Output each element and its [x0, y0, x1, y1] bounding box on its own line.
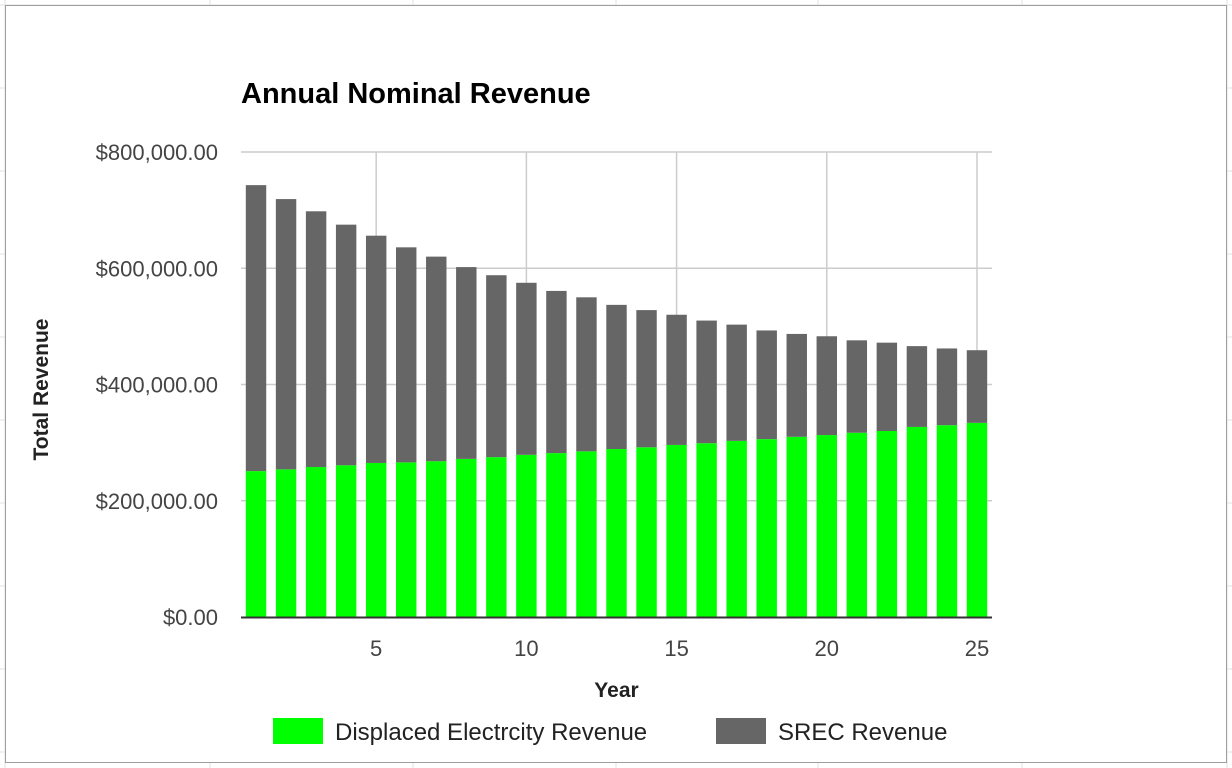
y-tick-label: $800,000.00 — [96, 140, 218, 165]
bar-displaced-electricity — [696, 443, 717, 617]
bar-srec — [396, 247, 417, 463]
x-tick-label: 20 — [815, 636, 839, 661]
bar-displaced-electricity — [906, 426, 928, 617]
axes: $0.00 $200,000.00 $400,000.00 $600,000.00 $8… — [96, 140, 992, 661]
bar-displaced-electricity — [486, 457, 507, 617]
bar-displaced-electricity — [786, 436, 807, 617]
bar-srec — [906, 346, 928, 427]
legend-label-displaced-electricity: Displaced Electrcity Revenue — [335, 719, 647, 746]
bar-srec — [846, 340, 868, 433]
bar-srec — [305, 211, 327, 468]
bar-srec — [456, 267, 477, 459]
bar-srec — [486, 275, 507, 458]
bar-srec — [426, 256, 447, 462]
stacked-bar-chart: Annual Nominal Revenue $0.00$200,000.00$… — [30, 78, 992, 746]
legend-swatch-srec — [716, 718, 766, 744]
bar-displaced-electricity — [756, 439, 777, 617]
bar-displaced-electricity — [305, 467, 327, 617]
bar-displaced-electricity — [936, 425, 958, 617]
bar-displaced-electricity — [335, 465, 357, 617]
y-tick-label: $400,000.00 — [96, 373, 218, 398]
bar-displaced-electricity — [516, 454, 537, 617]
y-tick-label: $600,000.00 — [96, 256, 218, 281]
bar-displaced-electricity — [966, 422, 988, 617]
y-tick-label: $200,000.00 — [96, 489, 218, 514]
bar-srec — [546, 290, 567, 454]
y-axis-title: Total Revenue — [30, 319, 53, 461]
bar-displaced-electricity — [546, 453, 567, 617]
bar-srec — [786, 333, 807, 437]
x-tick-label: 5 — [370, 636, 382, 661]
legend-label-srec: SREC Revenue — [778, 719, 947, 746]
legend-swatch-displaced-electricity — [273, 718, 323, 744]
bar-srec — [576, 297, 597, 452]
x-axis-title: Year — [594, 679, 638, 702]
bar-srec — [275, 199, 297, 470]
bar-srec — [335, 224, 357, 466]
y-tick-label: $0.00 — [163, 605, 218, 630]
bar-displaced-electricity — [365, 462, 387, 617]
bar-displaced-electricity — [275, 469, 297, 617]
bar-displaced-electricity — [245, 471, 267, 617]
bar-displaced-electricity — [846, 432, 868, 617]
bars — [245, 185, 988, 617]
bar-displaced-electricity — [816, 435, 837, 617]
bar-displaced-electricity — [426, 461, 447, 617]
bar-displaced-electricity — [876, 431, 898, 617]
bar-srec — [516, 282, 537, 455]
bar-srec — [726, 324, 747, 441]
bar-srec — [666, 314, 687, 445]
bar-srec — [816, 336, 837, 436]
bar-srec — [245, 185, 267, 472]
legend: Displaced Electrcity Revenue SREC Revenue — [273, 718, 947, 746]
x-tick-label: 25 — [965, 636, 989, 661]
x-tick-label: 10 — [514, 636, 538, 661]
chart-title: Annual Nominal Revenue — [241, 78, 591, 110]
bar-displaced-electricity — [576, 451, 597, 617]
bar-displaced-electricity — [666, 444, 687, 617]
bar-srec — [606, 304, 627, 450]
bar-displaced-electricity — [396, 462, 417, 617]
bar-srec — [966, 350, 988, 423]
bar-srec — [756, 330, 777, 440]
chart-container[interactable]: Annual Nominal Revenue $0.00 $200,000.00 $… — [5, 5, 1227, 763]
bar-srec — [365, 235, 387, 463]
bar-srec — [696, 320, 717, 444]
bar-displaced-electricity — [456, 458, 477, 617]
bar-srec — [636, 310, 657, 448]
bar-displaced-electricity — [606, 449, 627, 617]
x-tick-label: 15 — [664, 636, 688, 661]
bar-displaced-electricity — [726, 440, 747, 617]
bar-srec — [876, 342, 898, 431]
bar-displaced-electricity — [636, 447, 657, 617]
bar-srec — [936, 348, 958, 426]
